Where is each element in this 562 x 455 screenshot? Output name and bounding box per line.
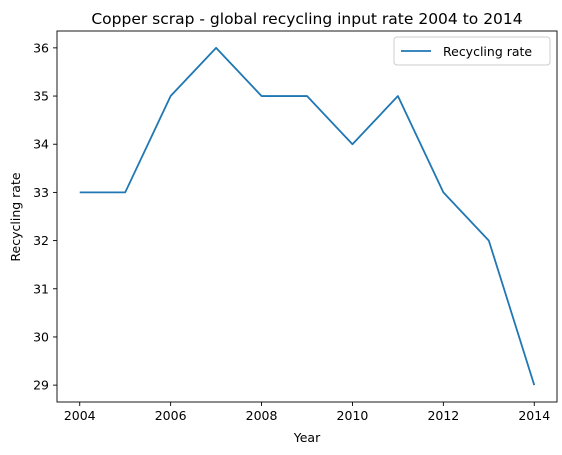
y-tick-label: 32 — [33, 233, 49, 248]
x-tick-label: 2010 — [337, 408, 369, 423]
x-tick-label: 2006 — [155, 408, 187, 423]
x-axis-label: Year — [293, 430, 321, 445]
y-tick-label: 35 — [33, 89, 49, 104]
y-tick-label: 36 — [33, 40, 49, 55]
x-tick-label: 2004 — [64, 408, 96, 423]
x-axis: 2004 2006 2008 2010 2012 2014 — [64, 402, 550, 423]
y-axis: 29 30 31 32 33 34 35 36 — [33, 40, 57, 393]
legend-entry-recycling-rate: Recycling rate — [443, 44, 532, 59]
y-axis-label: Recycling rate — [8, 172, 23, 261]
x-tick-label: 2014 — [518, 408, 550, 423]
series-line-recycling-rate — [79, 46, 536, 386]
y-tick-label: 29 — [33, 378, 49, 393]
series-layer — [79, 46, 536, 386]
y-tick-label: 30 — [33, 329, 49, 344]
x-tick-label: 2012 — [427, 408, 459, 423]
x-tick-label: 2008 — [246, 408, 278, 423]
plot-area — [56, 30, 558, 403]
legend: Recycling rate — [393, 36, 551, 66]
chart-title: Copper scrap - global recycling input ra… — [91, 10, 522, 28]
y-tick-label: 34 — [33, 137, 49, 152]
y-tick-label: 33 — [33, 185, 49, 200]
y-tick-label: 31 — [33, 281, 49, 296]
legend-box — [393, 36, 551, 66]
